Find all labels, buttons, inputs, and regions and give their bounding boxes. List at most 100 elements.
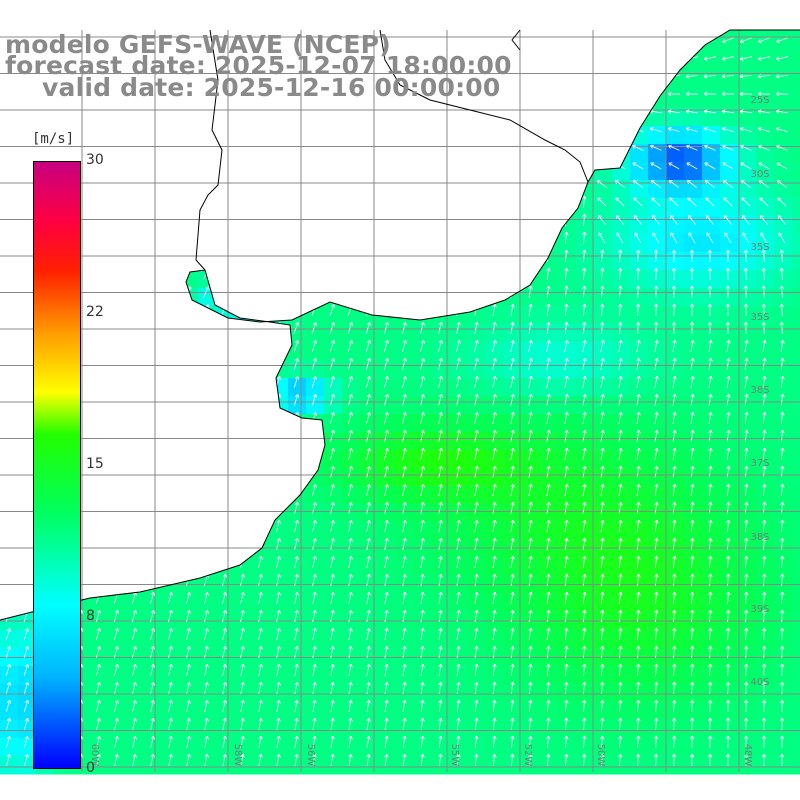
wind-arrow xyxy=(257,196,264,208)
wind-arrow xyxy=(722,37,734,44)
wind-arrow xyxy=(669,214,679,225)
wind-arrow xyxy=(185,106,192,118)
wind-arrow xyxy=(690,627,695,641)
wind-arrow xyxy=(384,609,389,622)
wind-arrow xyxy=(348,465,353,478)
wind-arrow xyxy=(492,267,497,280)
wind-arrow xyxy=(780,537,785,551)
wind-arrow xyxy=(654,627,659,641)
wind-arrow xyxy=(294,573,299,586)
wind-arrow xyxy=(708,591,713,605)
wind-arrow xyxy=(456,501,461,514)
wind-arrow xyxy=(438,609,443,622)
wind-arrow xyxy=(384,195,389,208)
wind-arrow xyxy=(203,232,210,244)
wind-arrow xyxy=(631,91,645,97)
wind-arrow xyxy=(329,105,336,118)
wind-arrow xyxy=(672,609,677,623)
wind-arrow xyxy=(617,753,623,767)
wind-arrow xyxy=(761,321,767,335)
wind-arrow xyxy=(546,159,551,172)
wind-arrow xyxy=(149,591,155,604)
wind-arrow xyxy=(672,483,677,496)
wind-arrow xyxy=(707,735,713,749)
wind-arrow xyxy=(384,447,389,460)
wind-arrow xyxy=(239,483,246,496)
longitude-label: 52W xyxy=(522,744,533,767)
wind-arrow xyxy=(402,195,407,208)
wind-arrow xyxy=(564,285,569,299)
wind-arrow xyxy=(688,232,696,244)
wind-arrow xyxy=(347,375,354,388)
wind-arrow xyxy=(761,735,767,749)
wind-arrow xyxy=(780,447,785,461)
wind-arrow xyxy=(564,411,569,424)
country-border xyxy=(195,29,223,271)
wind-arrow xyxy=(600,303,605,317)
wind-arrow xyxy=(185,375,192,388)
wind-arrow xyxy=(613,74,627,79)
wind-arrow xyxy=(168,663,173,676)
wind-arrow xyxy=(634,232,642,244)
wind-arrow xyxy=(474,627,479,640)
wind-arrow xyxy=(240,735,245,748)
wind-arrow xyxy=(618,519,623,532)
wind-arrow xyxy=(239,393,246,406)
wind-arrow xyxy=(204,735,209,748)
wind-arrow xyxy=(743,735,749,749)
wind-arrow xyxy=(617,735,623,749)
wind-arrow xyxy=(582,681,587,695)
wind-arrow xyxy=(239,196,246,208)
wind-arrow xyxy=(366,735,371,748)
wind-arrow xyxy=(492,393,497,406)
wind-arrow xyxy=(582,735,587,749)
wind-arrow xyxy=(672,501,677,515)
wind-arrow xyxy=(654,609,659,623)
wind-arrow xyxy=(685,109,698,114)
wind-arrow xyxy=(438,753,443,767)
wind-arrow xyxy=(132,627,137,640)
wind-arrow xyxy=(546,501,551,514)
wind-arrow xyxy=(743,609,749,623)
wind-arrow xyxy=(420,591,425,604)
wind-arrow xyxy=(618,483,623,496)
wind-arrow xyxy=(690,573,695,587)
wind-arrow xyxy=(330,555,335,568)
wind-arrow xyxy=(239,429,246,442)
wind-arrow xyxy=(456,339,461,352)
wind-arrow xyxy=(653,303,659,317)
wind-arrow xyxy=(148,124,156,136)
wind-arrow xyxy=(564,69,569,83)
wind-arrow xyxy=(474,159,479,172)
wind-arrow xyxy=(312,681,317,694)
wind-arrow xyxy=(671,663,677,677)
wind-arrow xyxy=(150,645,155,658)
wind-arrow xyxy=(636,357,641,370)
wind-arrow xyxy=(168,645,173,658)
wind-arrow xyxy=(148,322,156,334)
wind-arrow xyxy=(168,609,173,622)
wind-arrow xyxy=(221,322,228,334)
wind-arrow xyxy=(131,358,138,370)
wind-arrow xyxy=(780,429,785,443)
wind-arrow xyxy=(348,609,353,622)
wind-arrow xyxy=(203,142,210,154)
wind-arrow xyxy=(276,699,281,712)
wind-arrow xyxy=(528,663,533,677)
wind-arrow xyxy=(492,573,497,586)
wind-arrow xyxy=(632,162,644,170)
wind-arrow xyxy=(438,501,443,514)
wind-arrow xyxy=(5,394,12,406)
wind-arrow xyxy=(257,178,264,190)
wind-arrow xyxy=(528,267,533,280)
wind-arrow xyxy=(725,735,731,749)
wind-arrow xyxy=(4,88,12,100)
wind-arrow xyxy=(293,178,300,190)
wind-arrow xyxy=(669,197,679,207)
wind-arrow xyxy=(275,304,282,316)
wind-arrow xyxy=(510,393,515,406)
wind-arrow xyxy=(636,663,641,677)
wind-arrow xyxy=(510,681,515,695)
wind-arrow xyxy=(5,717,12,730)
wind-arrow xyxy=(456,681,461,694)
